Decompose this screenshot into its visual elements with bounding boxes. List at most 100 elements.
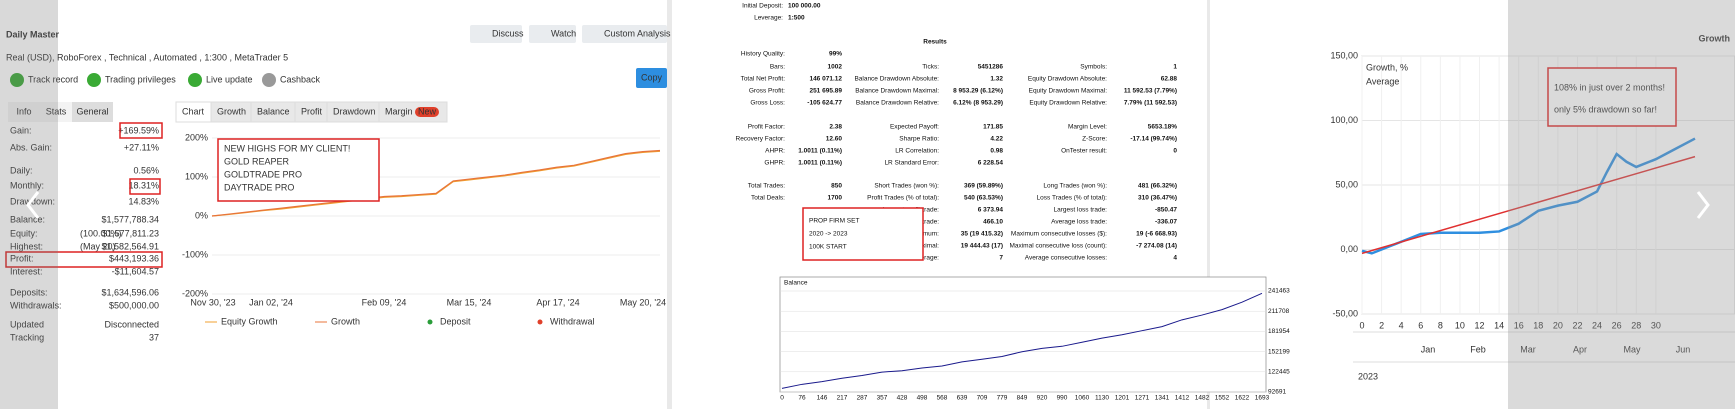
- month-label: Mar: [1520, 344, 1536, 354]
- result-value: 540 (63.53%): [964, 195, 1003, 202]
- annotation-box: [802, 207, 924, 261]
- title: Daily Master: [6, 29, 60, 39]
- info-tab[interactable]: [72, 102, 113, 122]
- x-tick-label: 30: [1651, 320, 1661, 330]
- result-label: Largest loss trade:: [1054, 207, 1108, 214]
- x-tick-label: 1271: [1135, 395, 1150, 402]
- result-value: 310 (36.47%): [1138, 195, 1177, 202]
- y-tick-label: 211708: [1268, 308, 1290, 315]
- copy-label: Copy: [641, 72, 663, 82]
- info-tab[interactable]: [40, 102, 72, 122]
- result-value: 5653.18%: [1148, 124, 1177, 131]
- button[interactable]: [529, 25, 576, 43]
- x-tick-label: 20: [1553, 320, 1563, 330]
- panel-header: Growth: [1699, 33, 1731, 43]
- result-label: Balance Drawdown Absolute:: [854, 76, 939, 83]
- next-arrow[interactable]: [1696, 191, 1710, 219]
- result-value: 4: [1173, 255, 1177, 262]
- result-value: 7.79% (11 592.53): [1124, 100, 1177, 107]
- x-tick-label: 10: [1455, 320, 1465, 330]
- result-label: Profit Factor:: [748, 124, 785, 131]
- highlight-box: [119, 122, 163, 139]
- x-tick-label: 428: [897, 395, 908, 402]
- x-tick-label: 1201: [1115, 395, 1130, 402]
- button[interactable]: [470, 25, 522, 43]
- left-panel: [0, 0, 667, 409]
- result-value: 369 (59.89%): [964, 183, 1003, 190]
- legend-label: Growth, %: [1366, 62, 1408, 72]
- result-value: 19 444.43 (17): [961, 243, 1003, 250]
- x-tick-label: 1482: [1195, 395, 1210, 402]
- result-label: Long Trades (won %):: [1043, 183, 1107, 190]
- result-value: 6 373.94: [978, 207, 1004, 214]
- stat-note: (100.00%): [80, 228, 122, 238]
- result-value: 146 071.12: [809, 76, 842, 83]
- x-tick-label: 1622: [1235, 395, 1250, 402]
- result-value: 1.0011 (0.11%): [798, 148, 842, 155]
- result-value: 1.0011 (0.11%): [798, 160, 842, 167]
- highlight-box: [129, 178, 161, 195]
- month-label: Jun: [1676, 344, 1691, 354]
- x-tick-label: 8: [1438, 320, 1443, 330]
- stat-label: Monthly:: [10, 180, 44, 190]
- stat-value: $1,577,788.34: [101, 214, 159, 224]
- result-label: Recovery Factor:: [736, 136, 786, 143]
- badge-icon: [87, 73, 101, 87]
- chart-tab-label: Profit: [301, 106, 323, 116]
- result-value: -850.47: [1155, 207, 1177, 214]
- result-label: AHPR:: [765, 148, 785, 155]
- info-tab[interactable]: [8, 102, 40, 122]
- badge-label: Live update: [206, 74, 253, 84]
- prev-arrow[interactable]: [26, 191, 40, 219]
- y-tick-label: 50,00: [1335, 179, 1358, 189]
- result-label: Average consecutive losses:: [1025, 255, 1107, 262]
- x-tick-label: 779: [997, 395, 1008, 402]
- result-label: Average:: [913, 255, 939, 262]
- stat-label: Daily:: [10, 165, 33, 175]
- result-label: Ticks:: [922, 64, 939, 71]
- stat-value: $1,634,596.06: [101, 287, 159, 297]
- chart-tab-label: Growth: [217, 106, 246, 116]
- stat-value: +27.11%: [124, 142, 159, 152]
- result-label: Maximal consecutive loss (count):: [1009, 243, 1107, 250]
- result-label: Sharpe Ratio:: [899, 136, 939, 143]
- result-value: 99%: [829, 51, 842, 58]
- result-value: 2.38: [829, 124, 842, 131]
- y-tick-label: 92691: [1268, 389, 1286, 396]
- annotation-text: GOLDTRADE PRO: [224, 169, 302, 179]
- x-tick-label: 639: [957, 395, 968, 402]
- result-label: OnTester result:: [1061, 148, 1107, 155]
- x-tick-label: 287: [857, 395, 868, 402]
- stat-label: Profit:: [10, 253, 34, 263]
- x-tick-label: 1130: [1095, 395, 1109, 402]
- y-tick-label: 150,00: [1330, 50, 1358, 60]
- info-tab-label: General: [76, 106, 108, 116]
- x-tick-label: 12: [1475, 320, 1485, 330]
- result-label: Bars:: [770, 64, 785, 71]
- annotation-text: only 5% drawdown so far!: [1554, 104, 1657, 114]
- button-label: Custom Analysis: [604, 28, 671, 38]
- legend-label: Average: [1366, 76, 1399, 86]
- result-label: Maximal:: [913, 243, 939, 250]
- stat-label: Updated: [10, 319, 44, 329]
- year-label: 2023: [1358, 371, 1378, 381]
- copy-button[interactable]: [636, 68, 667, 88]
- x-tick-label: 1060: [1075, 395, 1090, 402]
- badge-icon: [188, 73, 202, 87]
- badge-label: Cashback: [280, 74, 321, 84]
- stat-note: (May 20): [80, 241, 116, 251]
- result-value: 1700: [828, 195, 843, 202]
- x-tick-label: 990: [1057, 395, 1068, 402]
- button[interactable]: [582, 25, 667, 43]
- legend-label: Growth: [331, 316, 360, 326]
- result-label: Equity Drawdown Absolute:: [1028, 76, 1107, 83]
- y-tick-label: 122445: [1268, 369, 1290, 376]
- result-label: Gross Profit:: [749, 88, 785, 95]
- result-value: 35 (19 415.32): [961, 231, 1003, 238]
- result-value: -7 274.08 (14): [1136, 243, 1177, 250]
- result-label: Margin Level:: [1068, 124, 1107, 131]
- result-value: 1002: [828, 64, 843, 71]
- result-value: 62.88: [1161, 76, 1178, 83]
- stat-label: Gain:: [10, 125, 32, 135]
- result-value: 1: [1173, 64, 1177, 71]
